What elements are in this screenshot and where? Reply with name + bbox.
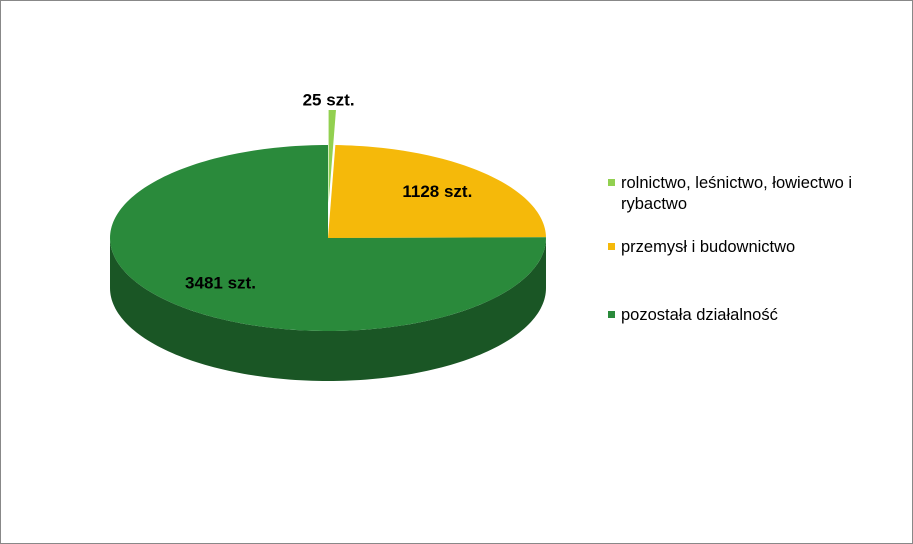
pie-side <box>110 238 546 381</box>
legend-label: pozostała działalność <box>621 306 778 324</box>
data-label: 3481 szt. <box>185 274 256 293</box>
data-label: 1128 szt. <box>402 182 472 201</box>
pie-slice <box>110 145 546 331</box>
legend-label: przemysł i budownictwo <box>621 238 796 256</box>
data-label: 25 szt. <box>303 90 355 109</box>
legend-swatch <box>608 243 615 250</box>
legend-swatch <box>608 311 615 318</box>
pie-slice <box>328 145 546 238</box>
legend-label: rolnictwo, leśnictwo, łowiectwo i rybact… <box>621 174 853 213</box>
legend-item: pozostała działalność <box>608 305 898 326</box>
legend-item: przemysł i budownictwo <box>608 237 898 258</box>
pie-slice <box>328 110 336 204</box>
legend-swatch <box>608 179 615 186</box>
legend-item: rolnictwo, leśnictwo, łowiectwo i rybact… <box>608 173 898 215</box>
